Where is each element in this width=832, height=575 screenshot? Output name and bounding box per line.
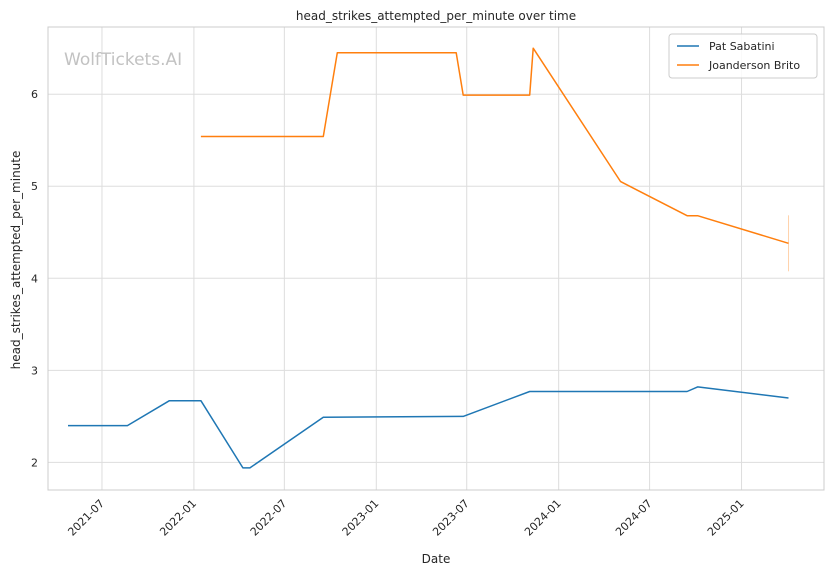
y-tick-label: 2	[31, 456, 38, 469]
watermark-text: WolfTickets.AI	[64, 50, 182, 70]
legend: Pat Sabatini Joanderson Brito	[668, 33, 818, 79]
legend-label: Joanderson Brito	[708, 59, 800, 72]
series-lines	[68, 47, 790, 469]
legend-box	[668, 33, 818, 79]
y-tick-label: 3	[31, 364, 38, 377]
chart-title: head_strikes_attempted_per_minute over t…	[296, 9, 576, 23]
series-line-joanderson-brito	[200, 47, 789, 245]
legend-label: Pat Sabatini	[709, 40, 775, 53]
y-tick-label: 5	[31, 180, 38, 193]
series-line-pat-sabatini	[68, 386, 789, 469]
plot-area-frame	[47, 26, 825, 491]
y-tick-label: 4	[31, 272, 38, 285]
y-tick-label: 6	[31, 88, 38, 101]
grid	[48, 27, 824, 490]
y-axis-ticks: 2 3 4 5 6	[31, 88, 38, 469]
y-axis-label: head_strikes_attempted_per_minute	[9, 151, 23, 370]
x-axis-label: Date	[422, 552, 451, 566]
